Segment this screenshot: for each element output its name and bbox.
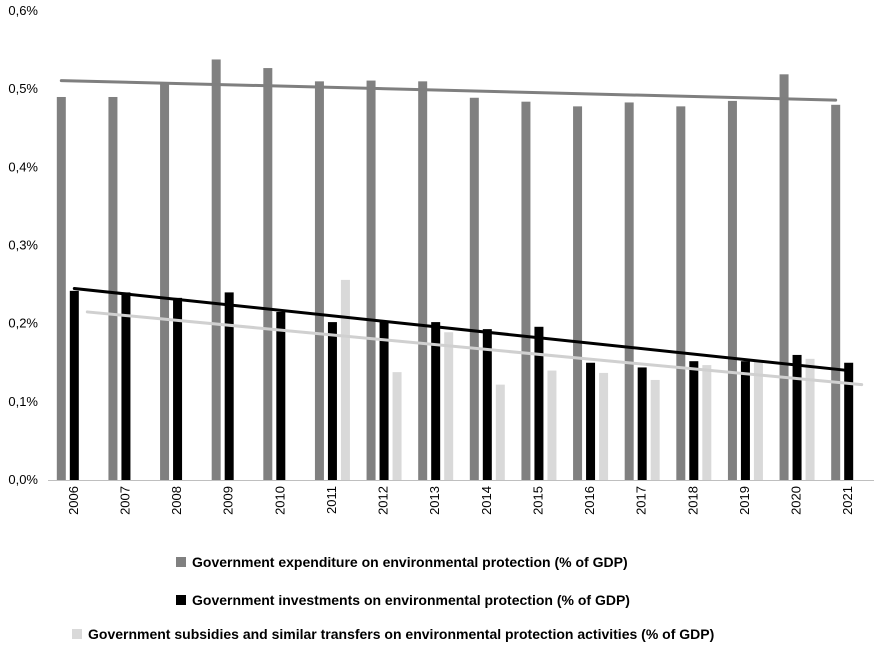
y-tick-label: 0,5% bbox=[8, 81, 38, 96]
bar-series1-2016 bbox=[586, 362, 596, 480]
x-tick-label: 2015 bbox=[530, 486, 545, 515]
y-tick-label: 0,2% bbox=[8, 316, 38, 331]
x-tick-label: 2012 bbox=[376, 486, 391, 515]
bar-series0-2012 bbox=[366, 80, 376, 481]
x-tick-label: 2019 bbox=[737, 486, 752, 515]
bar-series1-2006 bbox=[69, 290, 79, 480]
bar-series1-2019 bbox=[740, 361, 750, 480]
x-tick-label: 2007 bbox=[117, 486, 132, 515]
legend-item-subsidies: Government subsidies and similar transfe… bbox=[72, 626, 714, 642]
y-tick-label: 0,0% bbox=[8, 472, 38, 487]
bar-series bbox=[56, 59, 854, 481]
bar-series0-2010 bbox=[263, 68, 273, 480]
bar-series0-2016 bbox=[573, 106, 583, 480]
bar-series0-2015 bbox=[521, 101, 531, 480]
bar-series0-2020 bbox=[779, 74, 789, 480]
x-tick-label: 2021 bbox=[840, 486, 855, 515]
bar-series2-2011 bbox=[340, 279, 350, 480]
trendlines bbox=[59, 79, 864, 387]
y-tick-label: 0,1% bbox=[8, 394, 38, 409]
bar-series1-2012 bbox=[379, 320, 389, 480]
bar-series2-2019 bbox=[753, 361, 763, 480]
bar-series1-2020 bbox=[792, 354, 802, 480]
legend-swatch-subsidies bbox=[72, 629, 82, 639]
trendline-series0 bbox=[59, 79, 838, 102]
trendline-series2 bbox=[85, 310, 864, 387]
bar-series0-2006 bbox=[56, 96, 66, 480]
x-tick-label: 2017 bbox=[634, 486, 649, 515]
x-tick-label: 2008 bbox=[169, 486, 184, 515]
bar-series1-2015 bbox=[534, 326, 544, 480]
bar-series1-2008 bbox=[173, 297, 183, 480]
bar-series1-2014 bbox=[482, 329, 492, 480]
bar-series0-2008 bbox=[160, 84, 170, 480]
x-axis-ticks: 2006 2007 2008 2009 2010 2011 2012 2013 2014 2015… bbox=[66, 486, 855, 515]
x-tick-label: 2016 bbox=[582, 486, 597, 515]
bar-series1-2010 bbox=[276, 311, 286, 480]
bar-series0-2007 bbox=[108, 96, 118, 480]
bar-series0-2013 bbox=[418, 81, 428, 480]
bar-series2-2020 bbox=[805, 358, 815, 480]
bar-series0-2014 bbox=[469, 97, 479, 480]
legend-swatch-expenditure bbox=[176, 557, 186, 567]
bar-series1-2018 bbox=[689, 361, 699, 480]
legend-label-expenditure: Government expenditure on environmental … bbox=[192, 554, 628, 570]
bar-series2-2012 bbox=[392, 372, 402, 480]
bar-series1-2011 bbox=[327, 322, 337, 480]
y-tick-label: 0,3% bbox=[8, 238, 38, 253]
bar-series0-2009 bbox=[211, 59, 221, 481]
x-tick-label: 2014 bbox=[479, 486, 494, 515]
bar-chart: 0,0%0,1%0,2%0,3%0,4%0,5%0,6% 2006 2007 200… bbox=[8, 3, 874, 515]
bar-series1-2009 bbox=[224, 292, 234, 480]
x-tick-label: 2013 bbox=[427, 486, 442, 515]
bar-series2-2015 bbox=[547, 370, 557, 480]
legend-item-investments: Government investments on environmental … bbox=[176, 592, 630, 608]
bar-series2-2018 bbox=[702, 365, 712, 480]
bar-series0-2019 bbox=[727, 100, 737, 481]
bar-series0-2017 bbox=[624, 102, 634, 480]
bar-series2-2013 bbox=[444, 332, 454, 480]
x-tick-label: 2010 bbox=[272, 486, 287, 515]
x-tick-label: 2020 bbox=[789, 486, 804, 515]
bar-series0-2011 bbox=[314, 81, 324, 480]
legend-label-investments: Government investments on environmental … bbox=[192, 592, 630, 608]
x-tick-label: 2011 bbox=[324, 486, 339, 514]
y-tick-label: 0,4% bbox=[8, 159, 38, 174]
trendline-series1 bbox=[72, 286, 851, 373]
bar-series2-2017 bbox=[650, 379, 660, 480]
legend-item-expenditure: Government expenditure on environmental … bbox=[176, 554, 628, 570]
bar-series1-2007 bbox=[121, 292, 131, 480]
bar-series1-2017 bbox=[637, 367, 647, 480]
bar-series0-2021 bbox=[831, 104, 841, 481]
legend-label-subsidies: Government subsidies and similar transfe… bbox=[88, 626, 715, 642]
bar-series1-2013 bbox=[431, 322, 441, 480]
bar-series0-2018 bbox=[676, 106, 686, 480]
bar-series2-2014 bbox=[495, 384, 505, 480]
bar-series2-2016 bbox=[599, 372, 609, 480]
x-tick-label: 2006 bbox=[66, 486, 81, 515]
bar-series1-2021 bbox=[844, 362, 854, 480]
y-axis-ticks: 0,0% 0,1% 0,2% 0,3% 0,4% 0,5% 0,6% bbox=[8, 3, 38, 487]
y-tick-label: 0,6% bbox=[8, 3, 38, 18]
x-tick-label: 2018 bbox=[685, 486, 700, 515]
x-tick-label: 2009 bbox=[221, 486, 236, 515]
legend-swatch-investments bbox=[176, 595, 186, 605]
